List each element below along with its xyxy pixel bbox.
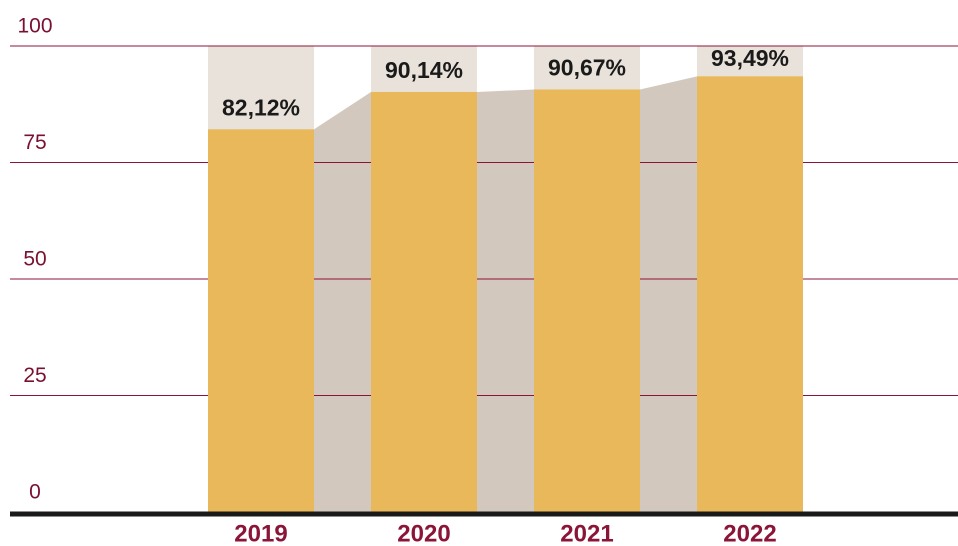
value-label: 82,12% <box>222 94 300 120</box>
value-label: 90,14% <box>385 57 463 83</box>
x-tick-label: 2022 <box>723 520 776 546</box>
x-tick-label: 2019 <box>234 520 287 546</box>
connector <box>640 76 697 512</box>
bar <box>371 91 477 512</box>
value-label: 90,67% <box>548 55 626 81</box>
connector <box>314 91 371 512</box>
y-tick-label: 0 <box>29 481 41 504</box>
x-tick-label: 2021 <box>560 520 613 546</box>
bar <box>697 76 803 512</box>
y-tick-label: 100 <box>17 15 52 38</box>
value-label: 93,49% <box>711 45 789 71</box>
bar <box>534 89 640 513</box>
y-tick-label: 75 <box>23 131 46 154</box>
y-tick-label: 50 <box>23 248 46 271</box>
x-tick-label: 2020 <box>397 520 450 546</box>
y-tick-label: 25 <box>23 364 46 387</box>
connector <box>477 89 534 513</box>
bar <box>208 129 314 512</box>
